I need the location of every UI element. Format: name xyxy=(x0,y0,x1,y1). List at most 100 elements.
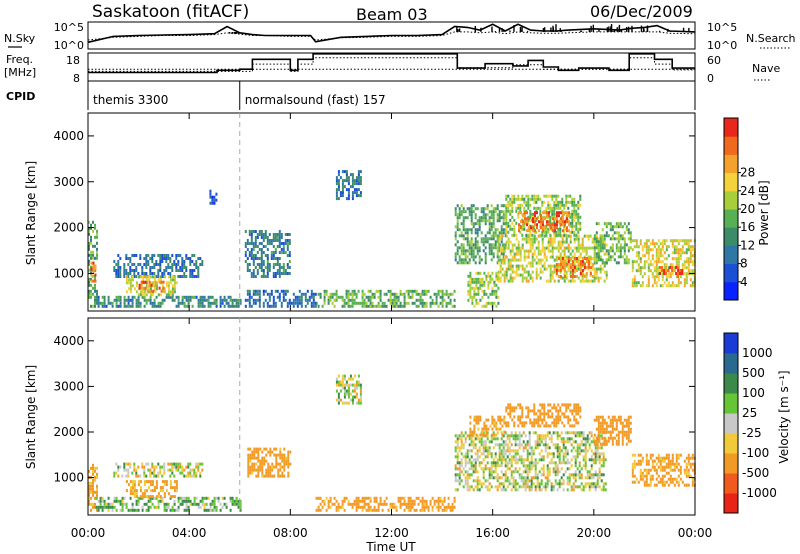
heatmap-cell xyxy=(88,490,90,494)
heatmap-cell xyxy=(143,468,146,472)
heatmap-cell xyxy=(501,234,504,238)
heatmap-cell xyxy=(595,240,598,244)
heatmap-cell xyxy=(147,298,150,302)
heatmap-cell xyxy=(546,479,549,483)
heatmap-cell xyxy=(189,269,192,272)
heatmap-cell xyxy=(525,270,528,274)
heatmap-cell xyxy=(456,455,459,459)
heatmap-cell xyxy=(586,482,589,486)
heatmap-cell xyxy=(553,203,556,207)
heatmap-cell xyxy=(175,257,178,260)
heatmap-cell xyxy=(551,255,554,259)
heatmap-cell xyxy=(497,301,500,305)
heatmap-cell xyxy=(270,251,273,254)
heatmap-cell xyxy=(490,222,493,226)
heatmap-cell xyxy=(539,418,542,422)
heatmap-cell xyxy=(488,473,491,477)
heatmap-cell xyxy=(361,295,364,299)
heatmap-cell xyxy=(603,270,606,274)
heatmap-cell xyxy=(514,440,517,444)
heatmap-cell xyxy=(279,453,282,457)
power-colorbar-swatch xyxy=(724,172,738,192)
heatmap-cell xyxy=(153,287,156,291)
heatmap-cell xyxy=(571,221,574,225)
heatmap-cell xyxy=(272,272,275,275)
heatmap-cell xyxy=(355,401,358,405)
heatmap-cell xyxy=(541,243,544,247)
heatmap-cell xyxy=(276,236,279,239)
heatmap-cell xyxy=(355,179,358,183)
heatmap-cell xyxy=(565,233,568,237)
heatmap-cell xyxy=(557,263,560,266)
heatmap-cell xyxy=(151,257,154,260)
heatmap-cell xyxy=(564,461,567,465)
heatmap-cell xyxy=(284,292,287,296)
heatmap-cell xyxy=(363,505,366,509)
heatmap-cell xyxy=(535,267,538,271)
heatmap-cell xyxy=(600,473,603,477)
heatmap-cell xyxy=(576,473,579,477)
heatmap-cell xyxy=(312,295,315,299)
heatmap-cell xyxy=(468,246,471,250)
heatmap-cell xyxy=(282,263,285,266)
heatmap-cell xyxy=(619,225,622,229)
heatmap-cell xyxy=(575,275,578,278)
heatmap-cell xyxy=(466,240,469,244)
heatmap-cell xyxy=(522,464,525,468)
heatmap-cell xyxy=(144,286,147,290)
heatmap-cell xyxy=(661,248,664,252)
heatmap-cell xyxy=(507,403,510,407)
heatmap-cell xyxy=(526,473,529,477)
heatmap-cell xyxy=(195,263,198,266)
heatmap-cell xyxy=(585,249,588,253)
heatmap-cell xyxy=(521,246,524,250)
heatmap-cell xyxy=(677,284,680,288)
heatmap-cell xyxy=(333,304,336,308)
heatmap-cell xyxy=(155,483,158,487)
heatmap-cell xyxy=(125,290,128,294)
heatmap-cell xyxy=(423,508,426,512)
heatmap-cell xyxy=(675,266,678,269)
heatmap-cell xyxy=(567,249,570,253)
heatmap-cell xyxy=(367,304,370,308)
heatmap-cell xyxy=(499,249,502,253)
heatmap-cell xyxy=(599,267,602,271)
heatmap-cell xyxy=(237,304,240,308)
heatmap-cell xyxy=(129,496,132,500)
heatmap-cell xyxy=(595,261,598,265)
heatmap-cell xyxy=(484,443,487,447)
heatmap-cell xyxy=(540,467,543,471)
heatmap-cell xyxy=(511,270,514,274)
heatmap-cell xyxy=(399,505,402,509)
heatmap-cell xyxy=(623,252,626,256)
heatmap-cell xyxy=(458,470,461,474)
heatmap-cell xyxy=(472,258,475,262)
heatmap-cell xyxy=(687,257,690,261)
heatmap-cell xyxy=(251,453,254,457)
heatmap-cell xyxy=(687,242,690,246)
heatmap-cell xyxy=(476,449,479,453)
heatmap-cell xyxy=(510,482,513,486)
heatmap-cell xyxy=(577,249,580,253)
heatmap-cell xyxy=(419,295,422,299)
heatmap-cell xyxy=(401,304,404,308)
heatmap-cell xyxy=(546,485,549,489)
heatmap-cell xyxy=(393,505,396,509)
heatmap-cell xyxy=(522,431,525,435)
heatmap-cell xyxy=(567,261,570,265)
heatmap-cell xyxy=(90,267,93,271)
heatmap-cell xyxy=(94,475,96,479)
heatmap-cell xyxy=(139,474,142,478)
heatmap-cell xyxy=(492,231,495,235)
heatmap-cell xyxy=(197,266,200,269)
heatmap-cell xyxy=(341,304,344,308)
heatmap-cell xyxy=(492,222,495,226)
heatmap-cell xyxy=(127,468,130,472)
heatmap-cell xyxy=(590,476,593,480)
heatmap-cell xyxy=(249,459,252,463)
heatmap-cell xyxy=(288,301,291,305)
heatmap-cell xyxy=(551,252,554,256)
heatmap-cell xyxy=(159,266,162,269)
heatmap-cell xyxy=(121,499,124,503)
heatmap-cell xyxy=(325,292,328,296)
